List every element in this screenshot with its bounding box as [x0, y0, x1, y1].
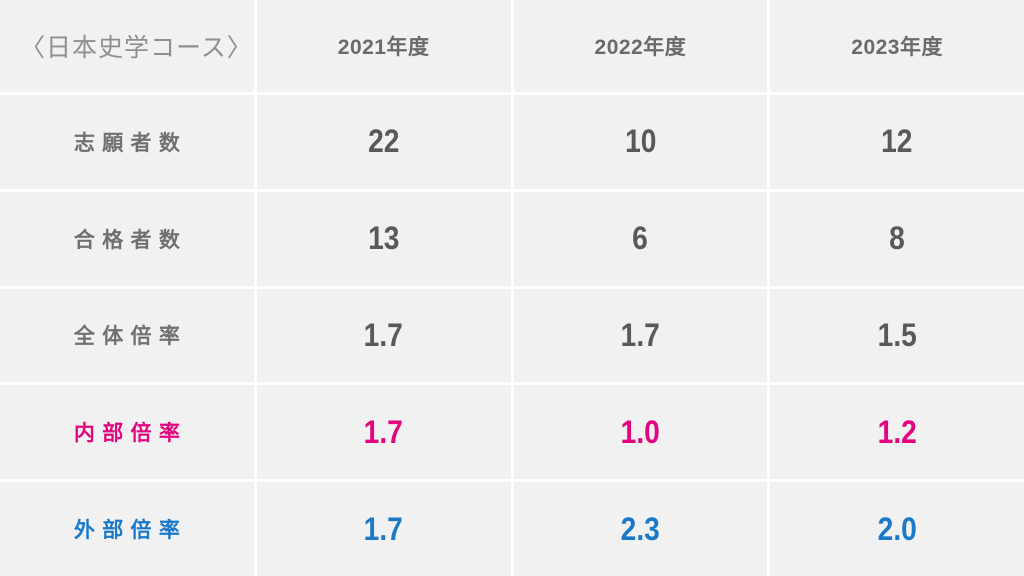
value-external-ratio-2021: 1.7 — [364, 510, 404, 547]
row-applicants-label-cell: 志願者数 — [0, 95, 254, 189]
value-overall-ratio-2021: 1.7 — [364, 316, 404, 353]
row-external-ratio-label-cell: 外部倍率 — [0, 482, 254, 576]
row-overall-ratio-2022-cell: 1.7 — [513, 288, 768, 383]
row-overall-ratio-label-cell: 全体倍率 — [0, 288, 254, 383]
header-cell-2023: 2023年度 — [770, 0, 1024, 92]
value-overall-ratio-2022: 1.7 — [620, 316, 660, 353]
row-overall-ratio-2023-cell: 1.5 — [770, 288, 1024, 383]
row-label-applicants: 志願者数 — [73, 131, 188, 155]
year-header-2021: 2021年度 — [337, 36, 430, 59]
row-applicants-2021-cell: 22 — [256, 95, 511, 189]
row-accepted-2023-cell: 8 — [770, 191, 1024, 286]
row-external-ratio-2023-cell: 2.0 — [770, 482, 1024, 576]
header-cell-2022: 2022年度 — [513, 0, 768, 92]
row-label-internal-ratio: 内部倍率 — [73, 422, 188, 446]
course-title: 〈日本史学コース〉 — [20, 34, 253, 62]
row-accepted-label-cell: 合格者数 — [0, 191, 254, 286]
row-accepted-2022-cell: 6 — [513, 191, 768, 286]
row-internal-ratio-2022-cell: 1.0 — [513, 385, 768, 480]
value-external-ratio-2023: 2.0 — [877, 510, 917, 547]
value-internal-ratio-2021: 1.7 — [364, 413, 404, 450]
value-applicants-2023: 12 — [881, 123, 913, 160]
value-accepted-2023: 8 — [889, 220, 905, 257]
year-header-2022: 2022年度 — [594, 36, 687, 59]
row-external-ratio-2022-cell: 2.3 — [513, 482, 768, 576]
value-external-ratio-2022: 2.3 — [620, 510, 660, 547]
row-label-accepted: 合格者数 — [73, 228, 188, 252]
value-internal-ratio-2023: 1.2 — [877, 413, 917, 450]
value-accepted-2021: 13 — [367, 220, 400, 257]
value-applicants-2022: 10 — [624, 123, 657, 160]
value-overall-ratio-2023: 1.5 — [877, 316, 917, 353]
row-accepted-2021-cell: 13 — [256, 191, 511, 286]
row-label-overall-ratio: 全体倍率 — [73, 325, 188, 349]
row-applicants-2022-cell: 10 — [513, 95, 768, 189]
value-internal-ratio-2022: 1.0 — [620, 413, 660, 450]
header-cell-2021: 2021年度 — [256, 0, 511, 92]
value-applicants-2021: 22 — [367, 123, 400, 160]
header-cell-course: 〈日本史学コース〉 — [0, 0, 254, 92]
year-header-2023: 2023年度 — [851, 36, 943, 59]
row-internal-ratio-label-cell: 内部倍率 — [0, 385, 254, 480]
row-applicants-2023-cell: 12 — [770, 95, 1024, 189]
row-external-ratio-2021-cell: 1.7 — [256, 482, 511, 576]
row-label-external-ratio: 外部倍率 — [73, 519, 188, 543]
row-internal-ratio-2023-cell: 1.2 — [770, 385, 1024, 480]
row-overall-ratio-2021-cell: 1.7 — [256, 288, 511, 383]
value-accepted-2022: 6 — [632, 220, 649, 257]
row-internal-ratio-2021-cell: 1.7 — [256, 385, 511, 480]
